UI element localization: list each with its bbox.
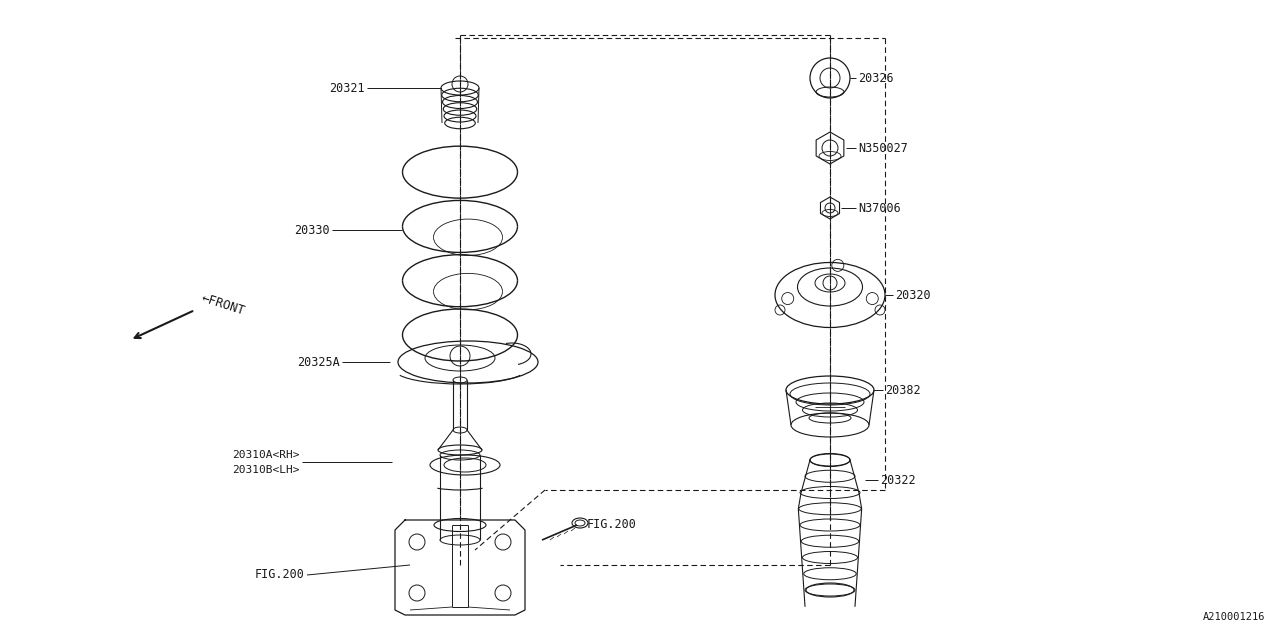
Text: A210001216: A210001216: [1202, 612, 1265, 622]
Text: 20310A<RH>: 20310A<RH>: [233, 450, 300, 460]
Text: FIG.200: FIG.200: [255, 568, 305, 582]
Text: 20382: 20382: [884, 383, 920, 397]
Text: 20330: 20330: [294, 223, 330, 237]
Text: ←FRONT: ←FRONT: [200, 292, 247, 318]
Text: 20310B<LH>: 20310B<LH>: [233, 465, 300, 475]
Text: N350027: N350027: [858, 141, 908, 154]
Text: FIG.200: FIG.200: [588, 518, 637, 531]
Text: 20321: 20321: [329, 81, 365, 95]
Text: 20320: 20320: [895, 289, 931, 301]
Text: N37006: N37006: [858, 202, 901, 214]
Text: 20325A: 20325A: [297, 355, 340, 369]
Text: 20326: 20326: [858, 72, 893, 84]
Text: 20322: 20322: [881, 474, 915, 486]
